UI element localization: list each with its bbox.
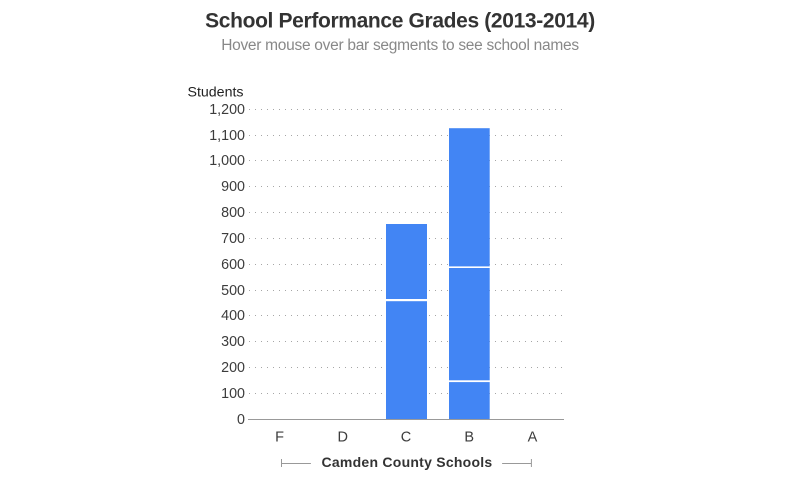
svg-text:600: 600: [221, 257, 245, 273]
svg-text:400: 400: [221, 308, 245, 324]
svg-text:700: 700: [221, 231, 245, 247]
svg-text:500: 500: [221, 283, 245, 299]
svg-text:A: A: [528, 430, 538, 446]
svg-text:1,200: 1,200: [209, 102, 245, 118]
svg-text:School Performance Grades (201: School Performance Grades (2013-2014): [205, 10, 595, 33]
svg-text:1,000: 1,000: [209, 153, 245, 169]
svg-text:D: D: [338, 430, 348, 446]
svg-text:0: 0: [237, 412, 245, 428]
svg-text:300: 300: [221, 334, 245, 350]
svg-text:800: 800: [221, 205, 245, 221]
svg-text:100: 100: [221, 386, 245, 402]
svg-text:200: 200: [221, 360, 245, 376]
svg-text:Camden County Schools: Camden County Schools: [322, 454, 493, 470]
svg-text:C: C: [401, 430, 411, 446]
svg-text:Students: Students: [188, 85, 244, 101]
svg-text:900: 900: [221, 179, 245, 195]
svg-text:1,100: 1,100: [209, 128, 245, 144]
svg-text:Hover mouse over bar segments: Hover mouse over bar segments to see sch…: [221, 37, 579, 54]
svg-text:B: B: [464, 430, 474, 446]
svg-text:F: F: [275, 430, 284, 446]
